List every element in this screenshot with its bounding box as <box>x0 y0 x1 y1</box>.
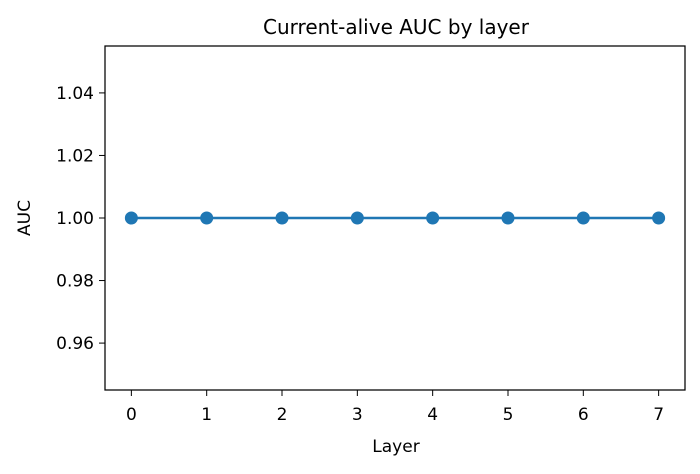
data-point <box>426 211 440 225</box>
x-axis-label: Layer <box>372 437 419 457</box>
series-layer <box>124 211 666 225</box>
data-point <box>124 211 138 225</box>
x-tick-label: 0 <box>126 405 137 425</box>
data-point <box>501 211 515 225</box>
plot-frame <box>104 45 686 391</box>
data-point <box>200 211 214 225</box>
y-tick-label: 1.02 <box>56 146 94 166</box>
x-tick-label: 6 <box>578 405 589 425</box>
x-tick-label: 3 <box>352 405 363 425</box>
y-tick-label: 0.98 <box>56 272 94 292</box>
chart-title: Current-alive AUC by layer <box>263 15 530 39</box>
data-point <box>576 211 590 225</box>
data-point <box>275 211 289 225</box>
y-axis-label: AUC <box>15 200 35 236</box>
y-tick-label: 1.00 <box>56 209 94 229</box>
x-tick-label: 7 <box>653 405 664 425</box>
x-axis-ticks: 0 1 2 3 4 5 6 7 <box>126 390 664 425</box>
y-tick-label: 0.96 <box>56 334 94 354</box>
data-point <box>652 211 666 225</box>
x-tick-label: 5 <box>503 405 514 425</box>
x-tick-label: 4 <box>427 405 438 425</box>
x-tick-label: 1 <box>201 405 212 425</box>
data-point <box>350 211 364 225</box>
y-axis-ticks: 0.96 0.98 1.00 1.02 1.04 <box>56 84 105 354</box>
y-tick-label: 1.04 <box>56 84 94 104</box>
x-tick-label: 2 <box>277 405 288 425</box>
